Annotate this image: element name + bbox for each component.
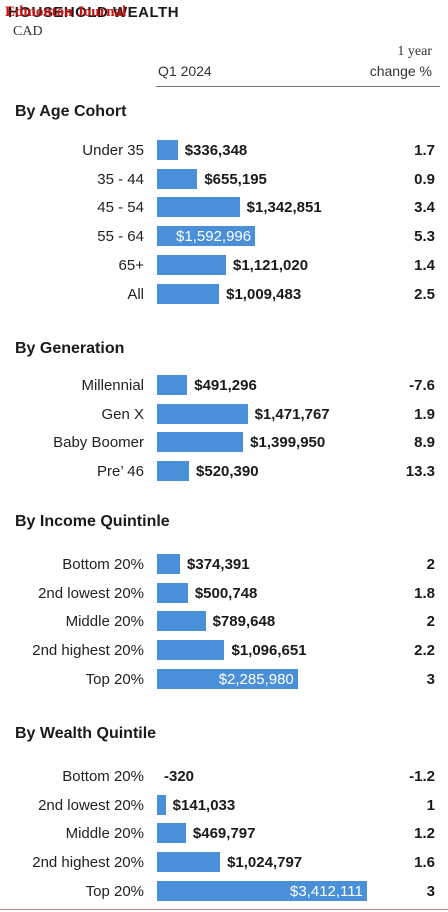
bar bbox=[157, 254, 226, 275]
bar bbox=[157, 611, 206, 632]
chart-title: HOUSEHOLD WEALTH bbox=[8, 4, 180, 21]
value-label: $655,195 bbox=[204, 170, 267, 188]
change-value: 2.5 bbox=[414, 285, 435, 303]
value-label: $1,009,483 bbox=[226, 285, 302, 303]
section-title: By Age Cohort bbox=[15, 103, 127, 120]
change-value: 2 bbox=[426, 556, 435, 573]
bar-label: Pre’ 46 bbox=[97, 463, 144, 481]
bar-label: Middle 20% bbox=[65, 825, 144, 843]
bar-label: Top 20% bbox=[85, 670, 144, 688]
bar-label: 35 - 44 bbox=[97, 170, 144, 188]
bar bbox=[157, 852, 221, 873]
change-value: 3 bbox=[426, 882, 435, 900]
bar-label: 2nd lowest 20% bbox=[38, 584, 144, 602]
bar-label: 2nd highest 20% bbox=[32, 642, 144, 660]
change-value: 8.9 bbox=[414, 434, 435, 452]
bar bbox=[157, 640, 225, 661]
change-value: 1.6 bbox=[414, 854, 435, 872]
bar bbox=[157, 668, 298, 689]
section-title: By Generation bbox=[15, 340, 125, 357]
section-title: By Income Quintinle bbox=[15, 513, 170, 530]
value-label: $1,592,996 bbox=[176, 228, 252, 246]
bar-label: 2nd highest 20% bbox=[32, 854, 144, 872]
value-label: $1,024,797 bbox=[227, 854, 303, 872]
value-label: $3,412,111 bbox=[290, 882, 363, 900]
value-label: $1,096,651 bbox=[231, 642, 307, 660]
bar-label: Top 20% bbox=[85, 882, 144, 900]
bar bbox=[157, 823, 186, 844]
column-header-change-line1: 1 year bbox=[397, 44, 432, 59]
change-value: -1.2 bbox=[409, 768, 435, 785]
change-value: 1.7 bbox=[414, 142, 435, 159]
bar-label: Middle 20% bbox=[65, 613, 144, 631]
bar-label: All bbox=[127, 285, 144, 303]
change-value: 1.4 bbox=[414, 256, 435, 274]
bar-label: 45 - 54 bbox=[97, 199, 144, 217]
bar-label: Baby Boomer bbox=[53, 434, 144, 452]
bar-label: 55 - 64 bbox=[97, 228, 144, 246]
change-value: 2 bbox=[426, 613, 435, 631]
bar bbox=[157, 554, 181, 574]
bar bbox=[157, 140, 178, 160]
bar bbox=[157, 375, 188, 395]
section-title: By Wealth Quintile bbox=[15, 725, 157, 742]
bar-label: 65+ bbox=[118, 256, 144, 274]
value-label: $141,033 bbox=[172, 796, 236, 814]
bar-label: Under 35 bbox=[82, 142, 144, 159]
value-label: $374,391 bbox=[187, 556, 250, 573]
bar-label: 2nd lowest 20% bbox=[38, 796, 144, 814]
bar-label: Bottom 20% bbox=[62, 556, 144, 573]
change-value: 3.4 bbox=[414, 199, 435, 217]
bar bbox=[157, 582, 188, 603]
bar bbox=[157, 168, 198, 189]
value-label: $491,296 bbox=[194, 377, 257, 394]
change-value: 13.3 bbox=[405, 463, 435, 481]
bar bbox=[157, 432, 244, 453]
change-value: 1.9 bbox=[414, 405, 435, 423]
value-label: $1,399,950 bbox=[250, 434, 326, 452]
change-value: 1.8 bbox=[414, 584, 435, 602]
change-value: 1.2 bbox=[414, 825, 435, 843]
bar bbox=[157, 794, 166, 815]
bar bbox=[157, 880, 367, 901]
change-value: 2.2 bbox=[414, 642, 435, 660]
bar bbox=[157, 461, 190, 482]
column-header-value: Q1 2024 bbox=[158, 63, 212, 79]
bar-label: Gen X bbox=[101, 405, 144, 423]
bar bbox=[157, 226, 256, 247]
bar-label: Millennial bbox=[81, 377, 144, 394]
bar bbox=[157, 197, 240, 218]
column-header-change-line2: change % bbox=[369, 63, 432, 79]
value-label: $789,648 bbox=[212, 613, 276, 631]
value-label: $1,471,767 bbox=[254, 405, 330, 423]
watermark-overlay: Edmonton Journal bbox=[5, 4, 127, 20]
change-value: 1 bbox=[426, 796, 435, 814]
value-label: $2,285,980 bbox=[218, 670, 294, 688]
change-value: -7.6 bbox=[409, 377, 435, 394]
bar bbox=[157, 403, 248, 424]
bar-label: Bottom 20% bbox=[62, 768, 144, 785]
value-label: $520,390 bbox=[196, 463, 259, 481]
value-label: -320 bbox=[164, 768, 195, 785]
value-label: $469,797 bbox=[192, 825, 256, 843]
value-label: $336,348 bbox=[184, 142, 248, 159]
header-divider bbox=[156, 86, 440, 87]
value-label: $1,121,020 bbox=[232, 256, 309, 274]
value-label: $500,748 bbox=[194, 584, 258, 602]
currency-unit: CAD bbox=[13, 24, 43, 39]
bar bbox=[157, 283, 220, 304]
change-value: 3 bbox=[426, 670, 435, 688]
bottom-border bbox=[0, 909, 448, 910]
change-value: 5.3 bbox=[414, 228, 435, 246]
value-label: $1,342,851 bbox=[246, 199, 322, 217]
change-value: 0.9 bbox=[414, 170, 435, 188]
